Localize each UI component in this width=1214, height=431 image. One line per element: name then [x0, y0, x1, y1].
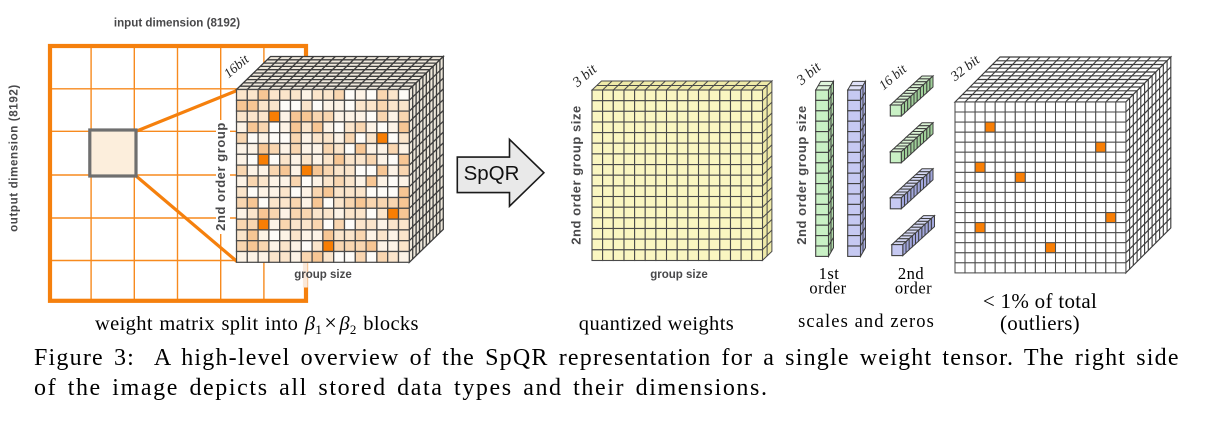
- svg-text:order: order: [809, 279, 846, 298]
- svg-text:input dimension (8192): input dimension (8192): [114, 17, 240, 30]
- svg-text:1st: 1st: [819, 264, 840, 283]
- svg-text:Figure 3: A high-level overvi: Figure 3: A high-level overview of the S…: [34, 345, 1180, 371]
- svg-text:weight matrix split into β1 ×: weight matrix split into β1 × β2 blocks: [95, 310, 419, 337]
- svg-text:of the image depicts all store: of the image depicts all stored data typ…: [34, 375, 769, 401]
- svg-text:quantized weights: quantized weights: [579, 313, 734, 335]
- svg-text:2nd order group size: 2nd order group size: [569, 105, 584, 245]
- svg-text:2nd order group size: 2nd order group size: [794, 105, 809, 245]
- svg-text:order: order: [895, 279, 932, 298]
- svg-text:2nd order group: 2nd order group: [213, 122, 228, 231]
- svg-text:group size: group size: [294, 269, 352, 281]
- svg-text:SpQR: SpQR: [464, 162, 520, 185]
- svg-text:< 1% of total: < 1% of total: [983, 289, 1097, 313]
- svg-text:scales and zeros: scales and zeros: [798, 312, 935, 332]
- svg-text:group size: group size: [650, 269, 708, 281]
- svg-text:output dimension (8192): output dimension (8192): [8, 84, 21, 232]
- svg-text:(outliers): (outliers): [1000, 311, 1080, 335]
- svg-text:2nd: 2nd: [898, 264, 925, 283]
